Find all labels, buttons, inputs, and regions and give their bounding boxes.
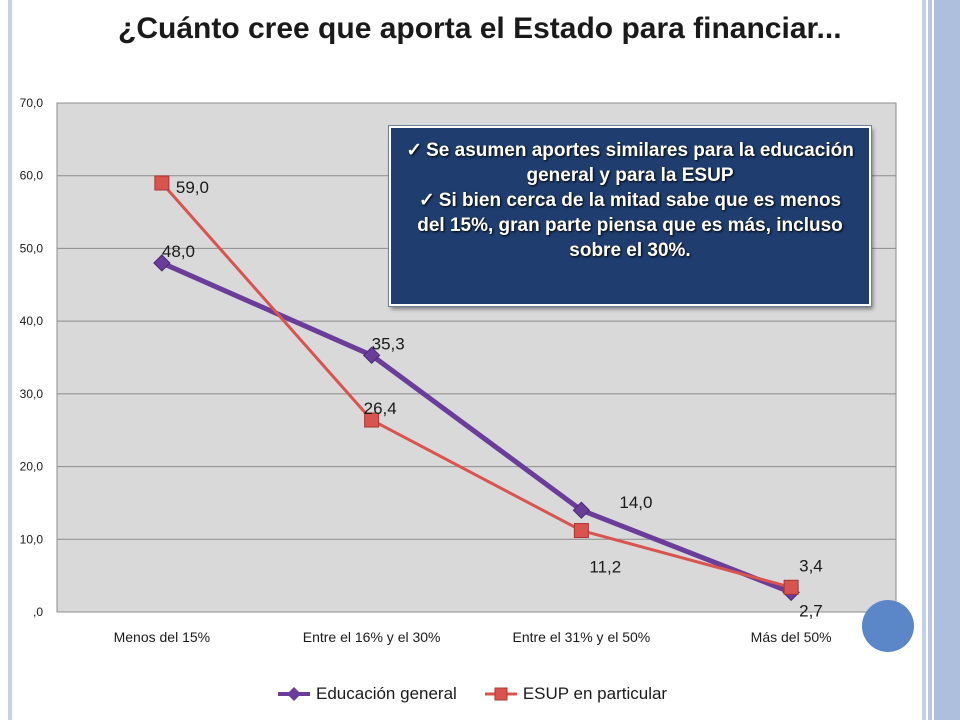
x-tick-label: Entre el 16% y el 30% (303, 629, 441, 645)
marker-series-2 (783, 579, 799, 595)
callout-line-2: Si bien cerca de la mitad sabe que es me… (417, 190, 843, 261)
y-tick-label: 50,0 (20, 241, 44, 255)
y-tick-label: 30,0 (20, 387, 44, 401)
data-label-series-1: 2,7 (799, 601, 823, 620)
y-tick-label: 40,0 (20, 314, 44, 328)
callout-box: ✓ Se asumen aportes similares para la edu… (388, 125, 872, 307)
series-line-1 (160, 260, 793, 595)
slide-title: ¿Cuánto cree que aporta el Estado para f… (118, 12, 842, 45)
data-label-series-2: 59,0 (176, 178, 209, 197)
data-label-series-1: 35,3 (372, 334, 405, 353)
marker-series-1 (572, 501, 591, 519)
data-label-series-1: 14,0 (619, 493, 652, 512)
x-tick-label: Entre el 31% y el 50% (513, 629, 651, 645)
data-label-series-1: 48,0 (162, 242, 195, 261)
check-icon: ✓ (418, 190, 435, 211)
slide-right-border (918, 0, 960, 720)
slide-left-border (8, 0, 12, 720)
legend-swatch-series-1 (278, 687, 310, 701)
legend-label-series-2: ESUP en particular (522, 684, 668, 703)
marker-series-2 (364, 412, 380, 428)
legend-swatch-series-2 (484, 687, 517, 701)
marker-series-1 (153, 254, 171, 272)
y-tick-label: 60,0 (20, 169, 44, 183)
callout-line-1: Se asumen aportes similares para la educ… (426, 140, 854, 186)
data-label-series-2: 3,4 (799, 556, 823, 575)
y-tick-label: 70,0 (20, 96, 44, 110)
legend-item-series-2: ESUP en particular (484, 684, 668, 704)
legend-label-series-1: Educación general (316, 684, 457, 703)
chart-legend: Educación general ESUP en particular (278, 682, 667, 706)
marker-series-2 (573, 523, 589, 539)
x-tick-label: Más del 50% (751, 629, 832, 645)
decorative-circle (862, 600, 914, 652)
legend-item-series-1: Educación general (278, 684, 457, 704)
data-label-series-2: 11,2 (589, 558, 621, 577)
marker-series-2 (154, 175, 170, 191)
y-tick-label: 20,0 (20, 460, 44, 474)
y-tick-label: 10,0 (20, 532, 44, 546)
marker-series-1 (362, 346, 381, 365)
y-tick-label: ,0 (33, 605, 43, 619)
check-icon: ✓ (406, 140, 423, 161)
data-label-series-2: 26,4 (364, 399, 397, 418)
series-line-2 (160, 181, 792, 589)
x-tick-label: Menos del 15% (114, 629, 211, 645)
